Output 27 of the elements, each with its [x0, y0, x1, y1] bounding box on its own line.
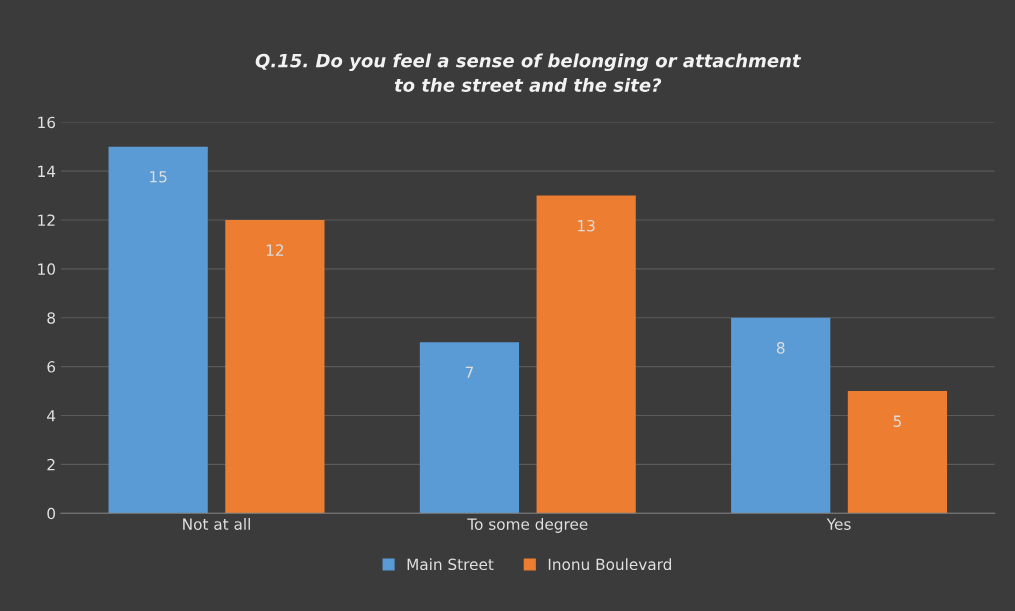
bar — [731, 317, 831, 514]
y-tick-label: 16 — [38, 116, 56, 129]
y-tick-label: 14 — [38, 165, 56, 177]
data-label: 7 — [465, 366, 473, 378]
bar — [847, 391, 948, 514]
x-tick-label: To some degree — [467, 518, 588, 533]
legend-label: Main Street — [407, 558, 494, 571]
x-tick-label: Not at all — [183, 518, 250, 530]
data-label: 12 — [266, 244, 284, 256]
y-tick-label: 8 — [47, 312, 55, 324]
y-tick-label: 6 — [47, 361, 56, 373]
x-tick-label: Yes — [826, 518, 851, 530]
y-tick-label: 0 — [47, 507, 56, 520]
y-tick-label: 10 — [38, 263, 56, 275]
data-label: 15 — [150, 171, 167, 183]
bar — [536, 195, 636, 514]
bar — [225, 219, 325, 514]
y-tick-label: 2 — [47, 458, 55, 471]
y-tick-label: 12 — [38, 214, 55, 226]
bar — [419, 342, 520, 514]
chart-title: Q.15. Do you feel a sense of belonging or attachment to the street and the site? — [255, 53, 802, 92]
data-label: 5 — [893, 415, 901, 427]
data-label: 8 — [776, 342, 785, 354]
bar — [108, 146, 208, 514]
y-tick-label: 4 — [47, 410, 56, 422]
data-label: 13 — [578, 219, 595, 232]
legend-label: Inonu Boulevard — [548, 558, 671, 571]
